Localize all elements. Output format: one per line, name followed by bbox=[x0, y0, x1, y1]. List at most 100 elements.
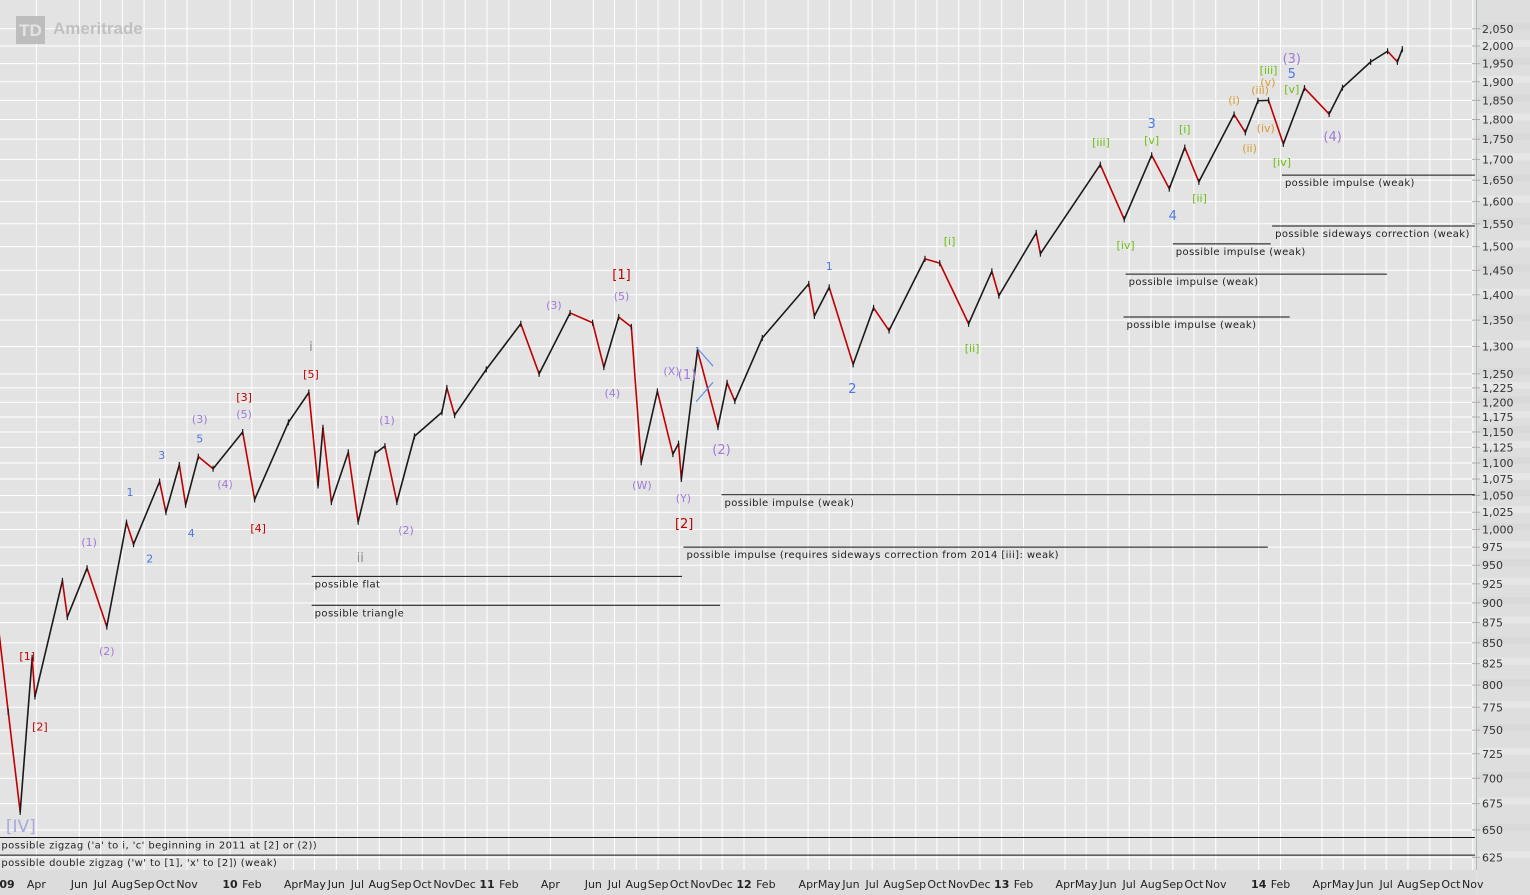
price-segment bbox=[807, 283, 816, 317]
price-segment bbox=[1035, 232, 1042, 255]
price-segment bbox=[357, 452, 376, 523]
wave-labels: [IV][1][2](1)(2)12345(3)(4)(5)[3][4][5]i… bbox=[6, 52, 1342, 837]
y-axis-stripe bbox=[1478, 523, 1530, 531]
x-tick-label: May bbox=[1075, 878, 1098, 891]
wave-label: [3] bbox=[236, 391, 252, 404]
y-tick-label: 1,900 bbox=[1482, 76, 1514, 89]
wave-label: (4) bbox=[217, 478, 233, 491]
wave-label: 5 bbox=[196, 433, 203, 446]
price-segment bbox=[1328, 86, 1344, 115]
price-segment bbox=[630, 326, 643, 464]
y-tick-label: 1,850 bbox=[1482, 94, 1514, 107]
price-segment bbox=[253, 421, 290, 501]
triangle-line bbox=[695, 346, 714, 367]
price-segment bbox=[308, 391, 319, 487]
x-tick-label: Aug bbox=[1397, 878, 1418, 891]
x-tick-label: Nov bbox=[176, 878, 198, 891]
wave-label: [ii] bbox=[1192, 192, 1207, 205]
wave-label: [iii] bbox=[1260, 64, 1278, 77]
y-axis-stripe bbox=[1478, 381, 1530, 389]
x-axis-panel bbox=[0, 870, 1476, 895]
y-axis-stripe bbox=[1478, 340, 1530, 348]
y-axis-stripe bbox=[1478, 489, 1530, 497]
y-tick-label: 1,100 bbox=[1482, 457, 1514, 470]
x-tick-label: 10 bbox=[222, 878, 238, 891]
wave-label: [5] bbox=[303, 368, 319, 381]
count-line-label: possible flat bbox=[315, 579, 381, 590]
x-tick-label: Apr bbox=[1056, 878, 1076, 891]
wave-label: 1 bbox=[826, 260, 833, 273]
price-segment bbox=[1150, 154, 1171, 190]
x-tick-label: 14 bbox=[1251, 878, 1267, 891]
y-axis-stripe bbox=[1478, 264, 1530, 272]
wave-label: (1) bbox=[678, 368, 696, 383]
x-tick-label: Sep bbox=[1162, 878, 1183, 891]
x-tick-label: May bbox=[303, 878, 326, 891]
x-tick-label: Aug bbox=[112, 878, 133, 891]
y-tick-label: 625 bbox=[1482, 851, 1503, 864]
triangle-line bbox=[695, 381, 714, 403]
price-segment bbox=[19, 656, 33, 813]
x-tick-label: Dec bbox=[455, 878, 476, 891]
wave-label: [2] bbox=[32, 720, 48, 733]
wave-label: (W) bbox=[632, 479, 651, 492]
y-axis-stripe bbox=[1478, 679, 1530, 687]
wave-label: i bbox=[309, 340, 313, 355]
price-segment bbox=[1123, 154, 1153, 221]
price-segment bbox=[852, 307, 875, 366]
count-line-label: possible impulse (requires sideways corr… bbox=[686, 550, 1059, 561]
count-line-label: possible double zigzag ('w' to [1], 'x' … bbox=[1, 858, 277, 869]
price-segment bbox=[872, 307, 890, 332]
x-tick-label: 11 bbox=[479, 878, 494, 891]
x-tick-label: Jul bbox=[865, 878, 879, 891]
wave-label: (2) bbox=[712, 443, 730, 458]
y-tick-label: 1,000 bbox=[1482, 523, 1514, 536]
y-axis-stripe bbox=[1478, 701, 1530, 709]
price-segment bbox=[813, 286, 830, 317]
x-tick-label: Jul bbox=[1122, 878, 1136, 891]
y-tick-label: 1,125 bbox=[1482, 441, 1514, 454]
price-segment bbox=[519, 322, 540, 375]
wave-label: [iv] bbox=[1117, 239, 1135, 252]
wave-label: [iv] bbox=[1273, 156, 1291, 169]
x-tick-label: Aug bbox=[626, 878, 647, 891]
y-axis-stripe bbox=[1478, 441, 1530, 449]
price-segment bbox=[1396, 48, 1404, 63]
price-series bbox=[0, 46, 1404, 815]
price-segment bbox=[396, 435, 416, 503]
x-tick-label: Jun bbox=[584, 878, 602, 891]
x-tick-label: Apr bbox=[799, 878, 819, 891]
price-segment bbox=[1244, 99, 1259, 134]
x-tick-label: Jul bbox=[607, 878, 621, 891]
price-segment bbox=[828, 286, 854, 366]
wave-label: 3 bbox=[1148, 117, 1156, 132]
x-tick-label: Feb bbox=[242, 878, 261, 891]
y-tick-label: 1,400 bbox=[1482, 289, 1514, 302]
count-line-label: possible impulse (weak) bbox=[724, 498, 854, 509]
y-axis-stripe bbox=[1478, 195, 1530, 203]
y-tick-label: 1,250 bbox=[1482, 368, 1514, 381]
wave-label: [i] bbox=[944, 235, 956, 248]
y-tick-label: 825 bbox=[1482, 658, 1503, 671]
y-axis-stripe bbox=[1478, 473, 1530, 481]
y-tick-label: 650 bbox=[1482, 824, 1503, 837]
price-segment bbox=[717, 382, 728, 428]
x-tick-label: Jun bbox=[1098, 878, 1116, 891]
y-axis-stripe bbox=[1478, 314, 1530, 322]
price-segment bbox=[158, 480, 167, 514]
x-tick-label: May bbox=[818, 878, 841, 891]
wave-label: 5 bbox=[1288, 67, 1296, 82]
y-tick-label: 1,650 bbox=[1482, 174, 1514, 187]
y-tick-label: 1,350 bbox=[1482, 314, 1514, 327]
price-segment bbox=[317, 426, 324, 487]
y-tick-label: 1,950 bbox=[1482, 58, 1514, 71]
price-segment bbox=[384, 445, 398, 503]
price-segment bbox=[178, 464, 187, 506]
x-tick-label: 13 bbox=[994, 878, 1009, 891]
wave-label: (4) bbox=[1323, 130, 1341, 145]
wave-label: (iv) bbox=[1257, 122, 1275, 135]
price-segment bbox=[197, 455, 214, 470]
wave-label: 2 bbox=[146, 553, 153, 566]
x-tick-label: Apr bbox=[1313, 878, 1333, 891]
